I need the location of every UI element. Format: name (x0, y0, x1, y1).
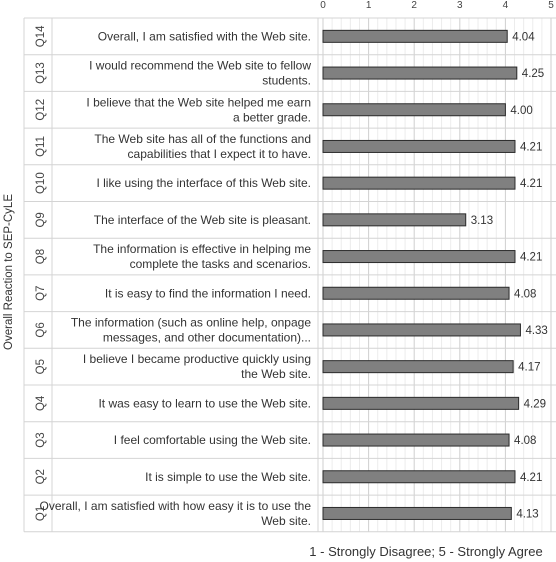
question-id: Q1 (35, 506, 47, 521)
row-frame (23, 17, 556, 533)
chart-row-q14: Q14 Overall, I am satisfied with the Web … (35, 25, 535, 47)
chart-row-q8: Q8 The information is effective in helpin… (35, 242, 542, 271)
data-label: 4.08 (514, 435, 536, 447)
question-label: complete the tasks and scenarios. (130, 257, 311, 271)
data-label: 4.08 (514, 288, 536, 300)
question-id: Q6 (35, 322, 47, 337)
question-id: Q10 (35, 172, 47, 194)
x-tick-label: 1 (366, 0, 372, 11)
question-label: students. (262, 74, 311, 88)
x-tick-label: 5 (548, 0, 554, 11)
question-label: The information is effective in helping … (93, 242, 311, 256)
question-label: I feel comfortable using the Web site. (114, 433, 311, 447)
bar (322, 66, 518, 80)
data-label: 4.21 (520, 178, 542, 190)
chart-rows: Q14 Overall, I am satisfied with the Web … (35, 25, 548, 528)
chart-row-q12: Q12 I believe that the Web site helped me… (35, 95, 533, 124)
bar (322, 213, 467, 227)
chart-row-q3: Q3 I feel comfortable using the Web site.… (35, 432, 536, 447)
data-label: 4.25 (522, 68, 544, 80)
question-label: I would recommend the Web site to fellow (89, 59, 311, 73)
chart-row-q9: Q9 The interface of the Web site is pleas… (35, 212, 493, 227)
data-label: 4.00 (510, 105, 532, 117)
data-label: 4.21 (520, 141, 542, 153)
question-id: Q2 (35, 469, 47, 484)
bar (322, 506, 512, 520)
bar (322, 433, 510, 447)
question-label: It is easy to find the information I nee… (105, 286, 311, 300)
question-id: Q7 (35, 286, 47, 301)
bar (322, 103, 506, 117)
data-label: 4.13 (516, 508, 538, 520)
chart-row-q5: Q5 I believe I became productive quickly … (35, 352, 541, 381)
y-axis-title: Overall Reaction to SEP-CyLE (3, 194, 15, 350)
question-label: I like using the interface of this Web s… (96, 176, 311, 190)
chart-row-q13: Q13 I would recommend the Web site to fel… (35, 59, 544, 88)
bar (322, 286, 510, 300)
question-id: Q9 (35, 212, 47, 227)
question-id: Q12 (35, 99, 47, 121)
question-label: Web site. (261, 514, 311, 528)
x-tick-label: 2 (411, 0, 417, 11)
x-axis-title: 1 - Strongly Disagree; 5 - Strongly Agre… (309, 544, 542, 559)
question-id: Q3 (35, 432, 47, 447)
question-label: messages, and other documentation)... (103, 330, 311, 344)
bar (322, 360, 514, 374)
bar (322, 470, 516, 484)
question-label: Overall, I am satisfied with how easy it… (40, 499, 312, 513)
question-label: The information (such as online help, on… (71, 315, 311, 329)
question-label: I believe I became productive quickly us… (83, 352, 311, 366)
question-label: I believe that the Web site helped me ea… (86, 95, 311, 109)
bar (322, 250, 516, 264)
x-tick-label: 4 (503, 0, 509, 11)
bar (322, 396, 520, 410)
chart-row-q2: Q2 It is simple to use the Web site. 4.21 (35, 469, 542, 484)
data-label: 4.21 (520, 472, 542, 484)
chart-row-q10: Q10 I like using the interface of this We… (35, 172, 542, 194)
bar (322, 139, 516, 153)
question-label: The interface of the Web site is pleasan… (94, 213, 311, 227)
data-label: 4.21 (520, 252, 542, 264)
data-label: 4.17 (518, 362, 540, 374)
bar (322, 323, 521, 337)
data-label: 4.33 (525, 325, 547, 337)
x-axis-tick-labels: 0 1 2 3 4 5 (320, 0, 554, 11)
question-label: Overall, I am satisfied with the Web sit… (98, 29, 311, 43)
data-label: 4.04 (512, 31, 535, 43)
bar (322, 176, 516, 190)
chart-row-q6: Q6 The information (such as online help, … (35, 315, 548, 344)
question-id: Q5 (35, 359, 47, 374)
question-label: the Web site. (241, 367, 311, 381)
x-tick-label: 0 (320, 0, 326, 11)
data-label: 3.13 (471, 215, 493, 227)
question-id: Q8 (35, 249, 47, 264)
question-id: Q4 (35, 395, 47, 411)
bar (322, 29, 508, 43)
question-label: It was easy to learn to use the Web site… (98, 396, 311, 410)
question-label: capabilities that I expect it to have. (128, 147, 311, 161)
chart-row-q4: Q4 It was easy to learn to use the Web si… (35, 395, 546, 411)
question-label: a better grade. (233, 110, 311, 124)
chart-row-q11: Q11 The Web site has all of the functions… (35, 132, 542, 161)
chart-row-q7: Q7 It is easy to find the information I n… (35, 286, 536, 301)
data-label: 4.29 (524, 398, 546, 410)
question-id: Q13 (35, 62, 47, 84)
question-id: Q14 (35, 25, 47, 47)
x-tick-label: 3 (457, 0, 463, 11)
question-label: The Web site has all of the functions an… (94, 132, 311, 146)
question-id: Q11 (35, 136, 47, 157)
question-label: It is simple to use the Web site. (145, 470, 311, 484)
